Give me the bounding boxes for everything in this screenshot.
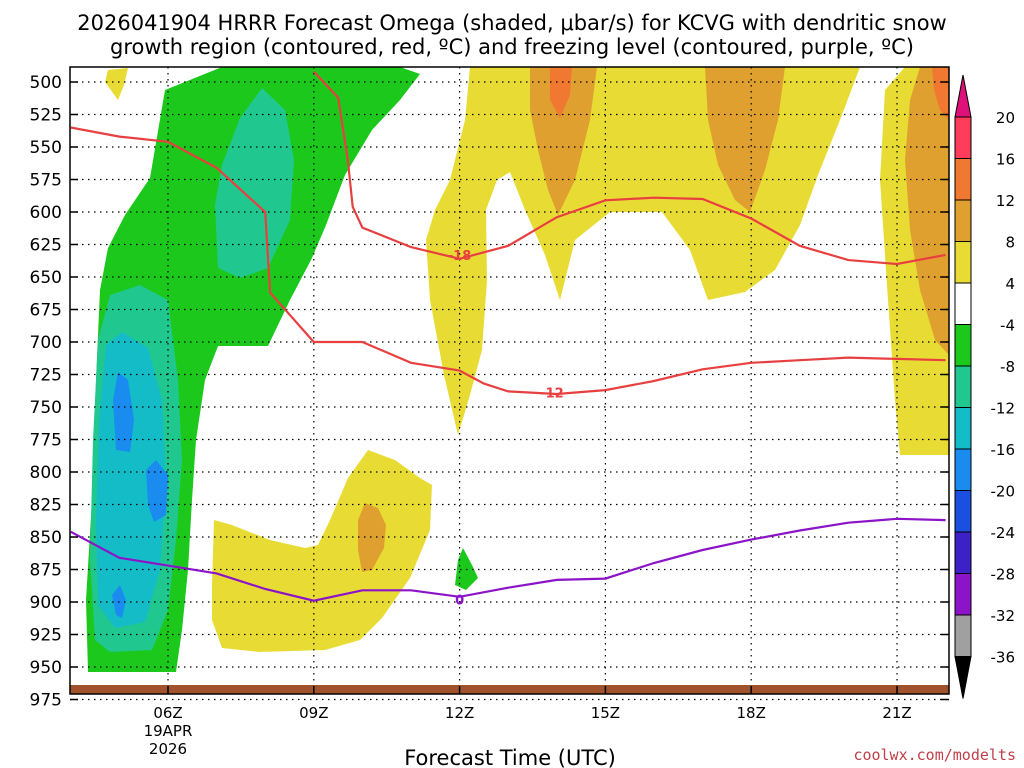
xtick-label-06Z: 06Z bbox=[153, 704, 182, 722]
ytick-label-925: 925 bbox=[30, 626, 62, 646]
ytick-label-625: 625 bbox=[30, 236, 62, 256]
y-axis: 500 525 550 575 600 625 650 675 700 725 750 775 800 8… bbox=[30, 73, 949, 711]
xtick-year: 2026 bbox=[149, 740, 187, 758]
ytick-label-950: 950 bbox=[30, 658, 62, 678]
omega-area-pos12-a bbox=[550, 67, 572, 118]
dendritic-contour-1 bbox=[312, 70, 946, 266]
colorbar-label-5: -4 bbox=[1000, 317, 1015, 335]
ytick-label-900: 900 bbox=[30, 593, 62, 613]
colorbar-label-13: -36 bbox=[991, 649, 1016, 667]
ytick-label-850: 850 bbox=[30, 528, 62, 548]
dendritic-contour-0-label: -18 bbox=[448, 249, 472, 264]
xtick-label-09Z: 09Z bbox=[299, 704, 328, 722]
plot-frame bbox=[69, 66, 950, 695]
chart-title-line1: 2026041904 HRRR Forecast Omega (shaded, … bbox=[77, 11, 946, 35]
xtick-label-21Z: 21Z bbox=[882, 704, 911, 722]
omega-area-pos8-low bbox=[358, 503, 386, 572]
ytick-label-875: 875 bbox=[30, 561, 62, 581]
omega-area-pos12-b bbox=[932, 67, 949, 120]
omega-area-neg8-upper bbox=[215, 88, 294, 278]
omega-shading bbox=[86, 67, 949, 672]
omega-area-pos8-b bbox=[705, 67, 785, 212]
xtick-label-18Z: 18Z bbox=[737, 704, 766, 722]
ytick-label-800: 800 bbox=[30, 463, 62, 483]
ytick-label-575: 575 bbox=[30, 171, 62, 191]
colorbar-label-2: 12 bbox=[996, 192, 1015, 210]
colorbar-label-0: 20 bbox=[996, 109, 1015, 127]
ytick-label-825: 825 bbox=[30, 496, 62, 516]
omega-area-pos4-small bbox=[105, 68, 128, 100]
ytick-label-500: 500 bbox=[30, 73, 62, 93]
colorbar-swatch-1 bbox=[954, 158, 972, 201]
dendritic-contour-1-label: -12 bbox=[540, 387, 564, 402]
ytick-label-675: 675 bbox=[30, 301, 62, 321]
colorbar-swatch-10 bbox=[954, 531, 972, 574]
omega-area-pos8-c bbox=[905, 67, 949, 355]
colorbar-swatch-4 bbox=[954, 282, 972, 325]
chart-title-line2: growth region (contoured, red, ºC) and f… bbox=[110, 35, 914, 59]
omega-area-neg16 bbox=[113, 372, 134, 452]
colorbar-label-1: 16 bbox=[996, 151, 1015, 169]
ytick-label-775: 775 bbox=[30, 431, 62, 451]
ytick-label-600: 600 bbox=[30, 203, 62, 223]
colorbar-label-10: -24 bbox=[991, 524, 1016, 542]
xtick-label-15Z: 15Z bbox=[591, 704, 620, 722]
freezing-level-contour bbox=[70, 517, 946, 602]
ground-strip bbox=[70, 685, 949, 694]
colorbar-swatch-11 bbox=[954, 573, 972, 616]
credit-text: coolwx.com/modelts bbox=[853, 746, 1016, 764]
omega-area-neg16-b bbox=[146, 460, 168, 522]
ytick-label-525: 525 bbox=[30, 106, 62, 126]
xtick-label-12Z: 12Z bbox=[445, 704, 474, 722]
colorbar-swatch-5 bbox=[954, 324, 972, 367]
colorbar-swatch-0 bbox=[954, 116, 972, 159]
colorbar-swatch-7 bbox=[954, 407, 972, 450]
colorbar-label-8: -16 bbox=[991, 441, 1016, 459]
colorbar-top-arrow bbox=[954, 74, 972, 118]
colorbar-label-11: -28 bbox=[991, 566, 1016, 584]
ytick-label-750: 750 bbox=[30, 398, 62, 418]
ytick-label-700: 700 bbox=[30, 333, 62, 353]
colorbar-label-12: -32 bbox=[991, 607, 1016, 625]
ytick-label-975: 975 bbox=[30, 691, 62, 711]
ytick-label-650: 650 bbox=[30, 268, 62, 288]
gridlines bbox=[70, 67, 949, 701]
colorbar-swatch-3 bbox=[954, 241, 972, 284]
colorbar-swatch-9 bbox=[954, 490, 972, 533]
contour-lines: -18 -12 0 bbox=[70, 70, 946, 608]
colorbar-label-3: 8 bbox=[1005, 234, 1015, 252]
freezing-level-contour-label: 0 bbox=[455, 593, 464, 608]
ytick-label-550: 550 bbox=[30, 138, 62, 158]
colorbar-label-6: -8 bbox=[1000, 358, 1015, 376]
colorbar-swatch-6 bbox=[954, 365, 972, 408]
colorbar-swatch-2 bbox=[954, 199, 972, 242]
colorbar-label-9: -20 bbox=[991, 483, 1016, 501]
colorbar: 20 16 12 8 4 -4 -8 -12 -16 -20 -24 -28 -32 -36 bbox=[954, 74, 1016, 699]
colorbar-label-4: 4 bbox=[1005, 275, 1015, 293]
x-axis-label: Forecast Time (UTC) bbox=[404, 746, 616, 768]
xtick-date: 19APR bbox=[144, 722, 193, 740]
colorbar-label-7: -12 bbox=[991, 400, 1016, 418]
omega-area-pos8-a bbox=[530, 67, 597, 215]
colorbar-bottom-arrow bbox=[954, 656, 972, 699]
omega-area-pos4-low bbox=[212, 450, 432, 652]
colorbar-swatch-8 bbox=[954, 448, 972, 491]
colorbar-swatch-12 bbox=[954, 614, 972, 657]
dendritic-contour-0 bbox=[70, 126, 946, 396]
ytick-label-725: 725 bbox=[30, 366, 62, 386]
